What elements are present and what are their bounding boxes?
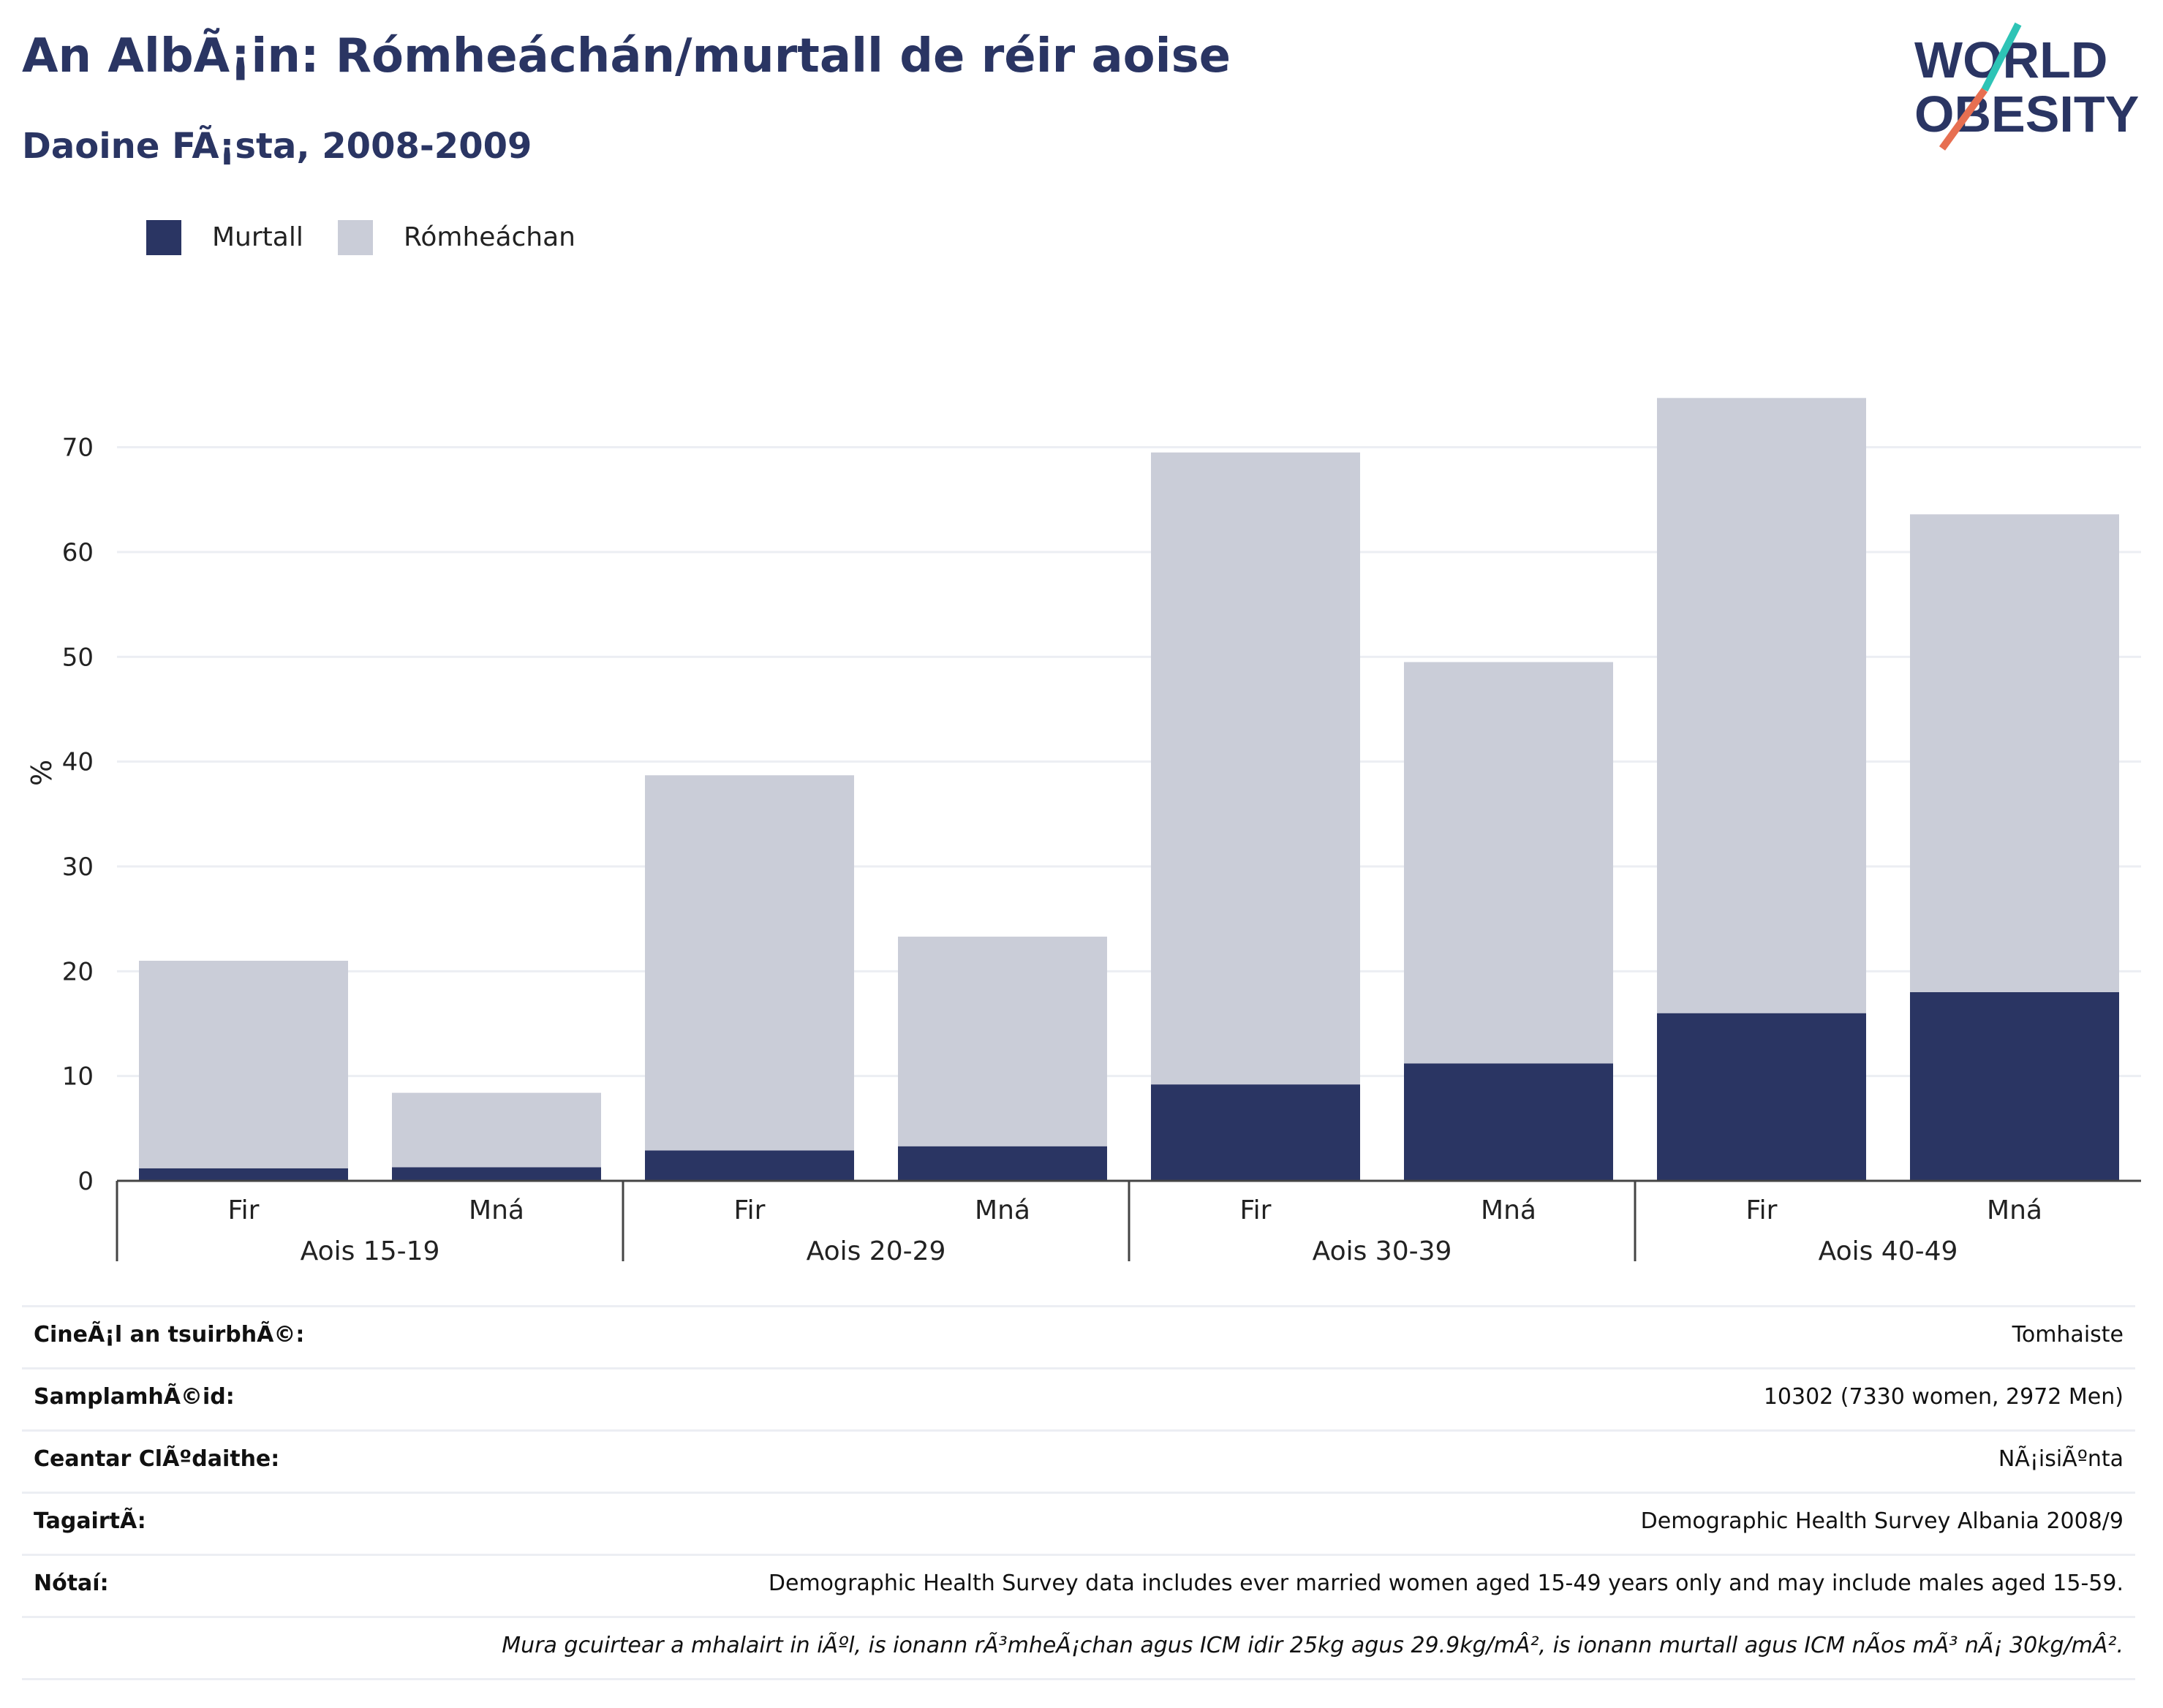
x-tick-label: Mná	[1481, 1195, 1536, 1225]
survey-info-table: CineÃ¡l an tsuirbhÃ©: Tomhaiste Samplamh…	[22, 1305, 2135, 1680]
y-tick-label: 0	[78, 1167, 94, 1196]
info-row-area-covered: Ceantar ClÃºdaithe: NÃ¡isiÃºnta	[22, 1429, 2135, 1492]
info-label: Ceantar ClÃºdaithe:	[34, 1446, 280, 1472]
page-title: An AlbÃ¡in: Rómheáchán/murtall de réir a…	[22, 29, 1231, 83]
bar-murtall	[392, 1167, 601, 1181]
bar-romheachan	[139, 961, 348, 1168]
bar-murtall	[1151, 1084, 1360, 1181]
bar-romheachan	[1657, 398, 1866, 1013]
info-value: Mura gcuirtear a mhalairt in iÃºl, is io…	[502, 1633, 2124, 1658]
bar-romheachan	[645, 775, 854, 1151]
y-axis-label: %	[26, 760, 58, 786]
legend-swatch-murtall	[146, 220, 181, 255]
logo-slash-teal	[1981, 22, 2022, 92]
info-label: SamplamhÃ©id:	[34, 1384, 235, 1410]
info-label: Nótaí:	[34, 1571, 109, 1596]
y-tick-label: 20	[62, 957, 94, 986]
info-label: TagairtÃ:	[34, 1508, 146, 1534]
x-tick-label: Fir	[1240, 1195, 1272, 1225]
info-row-definition-note: Mura gcuirtear a mhalairt in iÃºl, is io…	[22, 1616, 2135, 1680]
info-row-sample-size: SamplamhÃ©id: 10302 (7330 women, 2972 Me…	[22, 1367, 2135, 1429]
y-tick-label: 40	[62, 748, 94, 777]
x-tick-label: Mná	[975, 1195, 1030, 1225]
legend-label-romheachan: Rómheáchan	[404, 222, 576, 252]
x-tick-label: Mná	[469, 1195, 524, 1225]
bar-murtall	[139, 1168, 348, 1181]
info-row-survey-type: CineÃ¡l an tsuirbhÃ©: Tomhaiste	[22, 1305, 2135, 1367]
x-tick-label: Mná	[1987, 1195, 2042, 1225]
info-row-reference: TagairtÃ: Demographic Health Survey Alba…	[22, 1492, 2135, 1554]
x-tick-label: Fir	[228, 1195, 260, 1225]
page-subtitle: Daoine FÃ¡sta, 2008-2009	[22, 126, 532, 167]
bar-romheachan	[392, 1092, 601, 1168]
bar-murtall	[1910, 992, 2119, 1181]
bar-chart: 0 10 20 30 40 50 60 70% Fir Mná Aois 15-19 Fir Mná Ao…	[26, 398, 2141, 1266]
bar-murtall	[898, 1146, 1107, 1181]
group-label: Aois 15-19	[301, 1236, 440, 1266]
logo-slash-coral	[1939, 88, 1988, 151]
bar-murtall	[1404, 1063, 1613, 1181]
group-label: Aois 40-49	[1819, 1236, 1958, 1266]
info-value: Demographic Health Survey Albania 2008/9	[1640, 1508, 2124, 1534]
info-row-notes: Nótaí: Demographic Health Survey data in…	[22, 1554, 2135, 1616]
bar-romheachan	[1910, 514, 2119, 992]
info-value: Demographic Health Survey data includes …	[768, 1571, 2124, 1596]
legend-label-murtall: Murtall	[212, 222, 303, 252]
group-label: Aois 20-29	[807, 1236, 946, 1266]
bar-romheachan	[898, 937, 1107, 1146]
y-tick-label: 30	[62, 853, 94, 882]
y-tick-label: 10	[62, 1062, 94, 1092]
y-tick-label: 50	[62, 643, 94, 672]
info-value: NÃ¡isiÃºnta	[1998, 1446, 2124, 1472]
world-obesity-logo: WORLD OBESITY	[1914, 22, 2139, 151]
y-tick-label: 70	[62, 434, 94, 463]
group-label: Aois 30-39	[1313, 1236, 1452, 1266]
bar-murtall	[1657, 1013, 1866, 1181]
legend-swatch-romheachan	[338, 220, 373, 255]
y-tick-label: 60	[62, 538, 94, 567]
bar-romheachan	[1404, 662, 1613, 1064]
x-tick-label: Fir	[734, 1195, 766, 1225]
info-value: Tomhaiste	[2012, 1322, 2124, 1348]
bar-murtall	[645, 1150, 854, 1181]
info-label: CineÃ¡l an tsuirbhÃ©:	[34, 1322, 305, 1348]
info-value: 10302 (7330 women, 2972 Men)	[1763, 1384, 2124, 1410]
x-tick-label: Fir	[1746, 1195, 1778, 1225]
bar-romheachan	[1151, 452, 1360, 1085]
